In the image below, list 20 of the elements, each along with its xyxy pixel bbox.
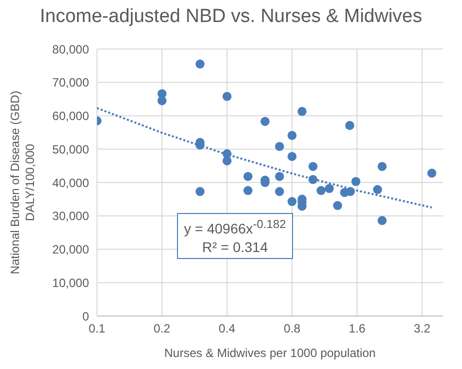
y-axis-title: National Burden of Disease (GBD) DALY/100,000 [8,90,37,274]
y-tick-label: 70,000 [52,76,90,90]
y-tick-label: 20,000 [52,242,90,257]
y-tick-label: 10,000 [52,276,90,290]
annotation: y = 40966x$^{-0.182}$ [184,217,286,238]
y-tick-label: 0 [82,309,90,324]
y-tick-label: 50,000 [52,142,90,156]
chart-title: Income-adjusted NBD vs. Nurses & Midwives [38,6,424,28]
annotation: R² = 0.314 [201,238,269,256]
y-tick-label: 40,000 [52,176,90,190]
x-axis-title: Nurses & Midwives per 1000 population [164,346,376,360]
x-tick-label: 0.8 [284,322,301,336]
y-tick-label: 80,000 [52,42,90,56]
x-tick-label: 1.6 [348,322,366,336]
x-tick-label: 0.4 [218,322,236,336]
x-tick-label: 3.2 [414,322,431,336]
y-tick-label: 60,000 [52,109,90,124]
x-tick-label: 0.2 [154,322,171,336]
y-tick-label: 30,000 [52,209,90,224]
x-tick-label: 0.1 [88,322,106,336]
